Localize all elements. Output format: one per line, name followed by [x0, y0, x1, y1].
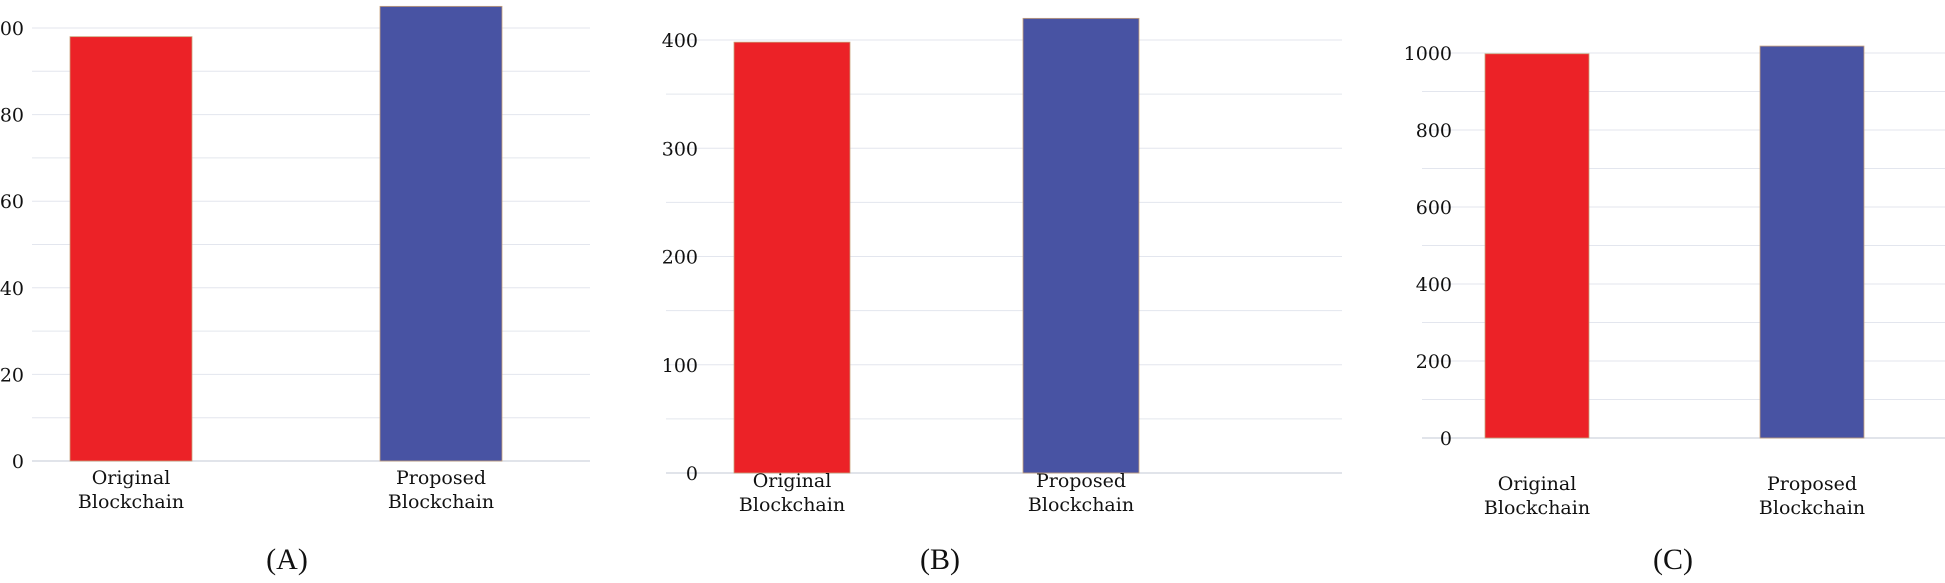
panel-label: (C) [1653, 543, 1693, 576]
y-tick-label: 400 [1416, 274, 1452, 296]
y-tick-label: 0 [12, 451, 24, 473]
panel-label: (B) [920, 543, 960, 576]
x-category-label: Proposed Blockchain [1028, 470, 1134, 516]
y-tick-label: 20 [0, 364, 24, 386]
y-tick-label: 600 [1416, 197, 1452, 219]
y-tick-label: 60 [0, 191, 24, 213]
y-tick-label: 800 [1416, 120, 1452, 142]
bar-original [1484, 53, 1590, 439]
y-tick-label: 400 [662, 30, 698, 52]
y-tick-label: 1000 [1404, 43, 1452, 65]
y-tick-label: 200 [1416, 351, 1452, 373]
y-tick-label: 40 [0, 278, 24, 300]
bar-original [733, 41, 851, 474]
y-tick-label: 300 [662, 138, 698, 160]
bar-proposed [1759, 45, 1865, 439]
y-tick-label: 100 [0, 18, 24, 40]
x-category-label: Original Blockchain [1484, 473, 1590, 519]
y-tick-label: 0 [1440, 428, 1452, 450]
y-tick-label: 200 [662, 247, 698, 269]
chart-panel-c: 0 200 400 600 800 1000 Original Blockchain Propo… [1404, 43, 1945, 576]
x-category-label: Original Blockchain [78, 467, 184, 513]
x-category-label: Proposed Blockchain [388, 467, 494, 513]
y-tick-label: 80 [0, 105, 24, 127]
x-category-label: Original Blockchain [739, 470, 845, 516]
bar-original [69, 36, 193, 462]
chart-panel-b: 0 100 200 300 400 Original Blockchain Proposed B… [662, 17, 1342, 576]
y-tick-label: 0 [686, 463, 698, 485]
y-tick-label: 100 [662, 355, 698, 377]
x-category-label: Proposed Blockchain [1759, 473, 1865, 519]
panel-label: (A) [266, 543, 308, 576]
bar-proposed [1022, 17, 1140, 474]
bar-proposed [379, 5, 503, 462]
